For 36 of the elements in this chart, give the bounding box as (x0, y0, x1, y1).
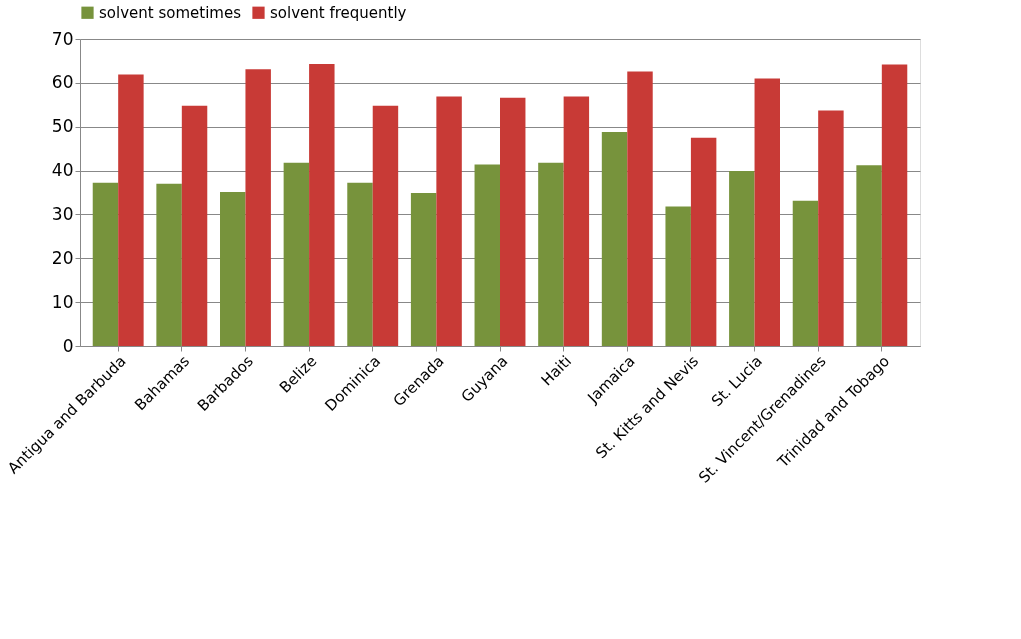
bar (754, 78, 780, 346)
bar (601, 131, 628, 346)
bar (436, 96, 462, 346)
bar (538, 162, 564, 346)
bar (792, 200, 819, 346)
bar (881, 64, 908, 346)
bar (856, 165, 882, 346)
bar (372, 105, 399, 346)
bar (410, 192, 437, 346)
y-tick-label: 10 (51, 291, 74, 312)
bar (563, 96, 590, 346)
legend-label: solvent sometimes (99, 3, 242, 22)
bar (118, 74, 144, 346)
bar (283, 162, 310, 346)
bar (474, 164, 500, 346)
bar (92, 182, 119, 346)
y-tick-label: 40 (51, 160, 74, 181)
y-tick-label: 30 (51, 203, 74, 224)
y-tick-label: 50 (51, 116, 74, 137)
y-tick-label: 70 (51, 28, 74, 49)
y-tick-label: 60 (51, 72, 74, 93)
y-tick-label: 0 (62, 335, 74, 356)
bar (627, 71, 653, 346)
bar (245, 69, 271, 346)
bar (156, 183, 182, 346)
bar (729, 171, 755, 346)
bar (690, 137, 717, 346)
bar (347, 182, 373, 346)
bar (309, 64, 335, 346)
bar (220, 192, 246, 346)
bar (665, 206, 691, 346)
legend-label: solvent frequently (270, 3, 407, 22)
bar (500, 97, 526, 346)
y-tick-label: 20 (51, 247, 74, 268)
bar (818, 110, 844, 346)
bar (181, 105, 208, 346)
